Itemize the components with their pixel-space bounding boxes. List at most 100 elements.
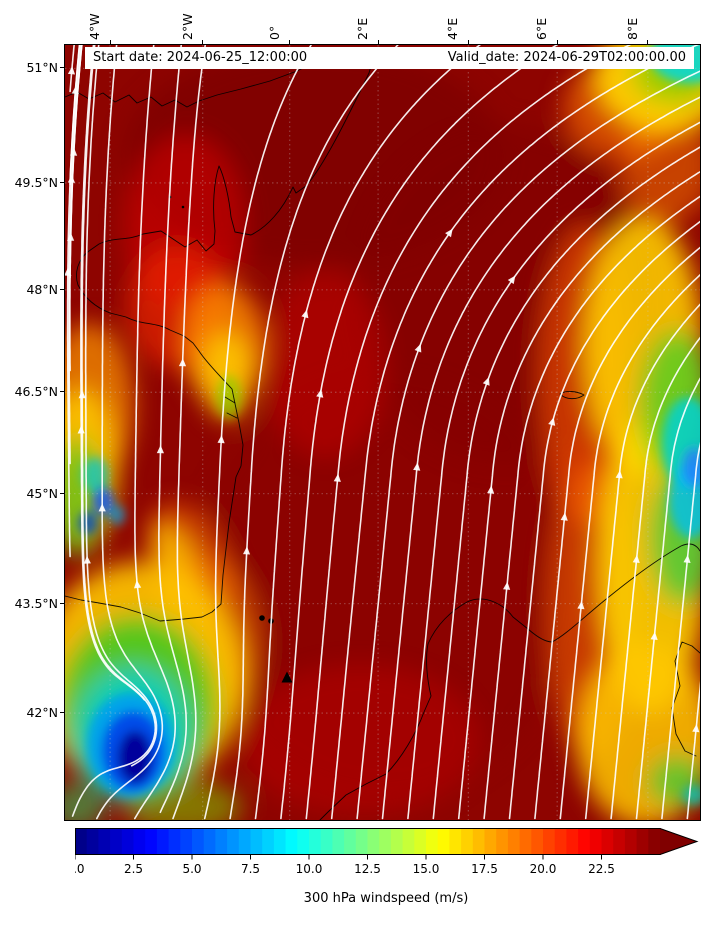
streamline-path xyxy=(407,121,700,820)
colorbar-segment xyxy=(437,828,451,855)
colorbar-extend-arrow xyxy=(660,828,697,855)
colorbar-segment xyxy=(168,828,181,855)
streamline-arrow xyxy=(316,389,324,398)
streamline-arrow xyxy=(445,228,453,238)
lat-tick-label: 45°N xyxy=(26,485,58,501)
colorbar-segment xyxy=(309,828,322,855)
england-coast xyxy=(65,50,332,108)
streamline-arrow xyxy=(134,580,142,589)
colorbar-segment xyxy=(414,828,427,855)
colorbar-segment xyxy=(121,828,135,855)
streamline-path xyxy=(330,45,700,820)
streamline-arrow xyxy=(577,600,585,610)
colorbar-segment xyxy=(566,828,579,855)
streamline-arrow xyxy=(178,358,187,367)
colorbar-label: 300 hPa windspeed (m/s) xyxy=(303,891,469,906)
colorbar-segment xyxy=(379,828,392,855)
lon-tick-label: 4°E xyxy=(445,17,461,40)
streamline-path xyxy=(229,45,399,820)
streamline-path xyxy=(356,70,700,820)
streamline-arrow xyxy=(67,66,76,75)
streamline-arrow xyxy=(414,343,422,353)
streamline-arrow xyxy=(507,275,516,285)
streamline-arrows xyxy=(65,66,700,733)
streamline-path xyxy=(69,45,83,372)
streamline-arrow xyxy=(71,85,79,94)
start-date-label: Start date: 2024-06-25_12:00:00 xyxy=(93,50,308,65)
streamline-arrow xyxy=(650,631,658,640)
colorbar-segment xyxy=(320,828,334,855)
windspeed-blob xyxy=(109,505,125,525)
lon-tick-mark xyxy=(467,40,469,44)
colorbar-segment xyxy=(203,828,217,855)
streamline-arrow xyxy=(67,232,75,241)
colorbar-segment xyxy=(472,828,486,855)
lat-tick-mark xyxy=(60,67,64,69)
streamline-path xyxy=(686,680,700,820)
windspeed-heatmap xyxy=(65,45,700,820)
streamline-arrow xyxy=(487,485,495,494)
lon-tick-label: 2°E xyxy=(355,17,371,40)
streamline-arrow xyxy=(560,512,568,521)
colorbar-segment xyxy=(507,828,521,855)
station-dot-marker xyxy=(259,615,265,621)
streamline-path xyxy=(96,45,164,820)
island-marks xyxy=(224,396,238,419)
streamline-path xyxy=(66,45,81,558)
colorbar-tick-label: 2.5 xyxy=(124,862,143,876)
map-title-bar: Start date: 2024-06-25_12:00:00 Valid_da… xyxy=(85,47,694,69)
colorbar-outline xyxy=(75,828,699,855)
lat-tick-label: 43.5°N xyxy=(14,595,58,611)
streamline-path xyxy=(84,45,158,767)
colorbar-segment xyxy=(75,828,88,855)
colorbar-tick-label: 7.5 xyxy=(241,862,260,876)
streamline-arrow xyxy=(301,309,309,319)
streamline-path xyxy=(280,45,559,820)
lat-tick-mark xyxy=(60,181,64,183)
lat-tick-label: 42°N xyxy=(26,705,58,721)
streamline-arrow xyxy=(482,377,490,386)
colorbar-segment xyxy=(238,828,252,855)
colorbar-segment xyxy=(484,828,497,855)
colorbar-segment xyxy=(156,828,170,855)
lat-tick-mark xyxy=(60,391,64,393)
streamline-path xyxy=(134,45,176,820)
windspeed-blob xyxy=(118,731,152,783)
colorbar-tick-label: 12.5 xyxy=(354,862,381,876)
streamline-path xyxy=(172,45,207,820)
streamline-path xyxy=(381,96,700,820)
lon-tick-label: 6°E xyxy=(534,17,550,40)
lat-tick-mark xyxy=(60,492,64,494)
streamline-arrow xyxy=(615,470,623,479)
windspeed-blob xyxy=(263,273,387,457)
streamline-path xyxy=(584,303,700,820)
streamline-path xyxy=(305,45,632,820)
colorbar-segment xyxy=(332,828,345,855)
lon-tick-mark xyxy=(202,40,204,44)
lake-geneva xyxy=(559,391,585,400)
streamline-arrow xyxy=(70,147,78,156)
streamline-arrow xyxy=(77,425,85,434)
colorbar-segment xyxy=(613,828,626,855)
colorbar-segment xyxy=(601,828,614,855)
colorbar-segment xyxy=(648,828,661,855)
lon-tick-label: 8°E xyxy=(624,17,640,40)
streamline-path xyxy=(432,146,700,820)
streamline-arrow xyxy=(78,390,86,399)
streamline-path xyxy=(508,220,700,820)
colorbar-segment xyxy=(215,828,228,855)
colorbar-segment xyxy=(344,828,357,855)
streamline-path xyxy=(534,246,700,820)
streamline-arrow xyxy=(692,724,700,733)
colorbar-segment xyxy=(145,828,158,855)
colorbar-segment xyxy=(426,828,439,855)
colorbar-segment xyxy=(262,828,275,855)
streamline-arrow xyxy=(65,267,72,276)
streamline-arrow xyxy=(333,473,341,482)
streamline-arrow xyxy=(243,546,251,555)
lat-tick-mark xyxy=(60,602,64,604)
streamline-arrow xyxy=(683,554,691,563)
france-atlantic-coast xyxy=(65,284,244,622)
graticule-gridlines xyxy=(65,45,700,820)
